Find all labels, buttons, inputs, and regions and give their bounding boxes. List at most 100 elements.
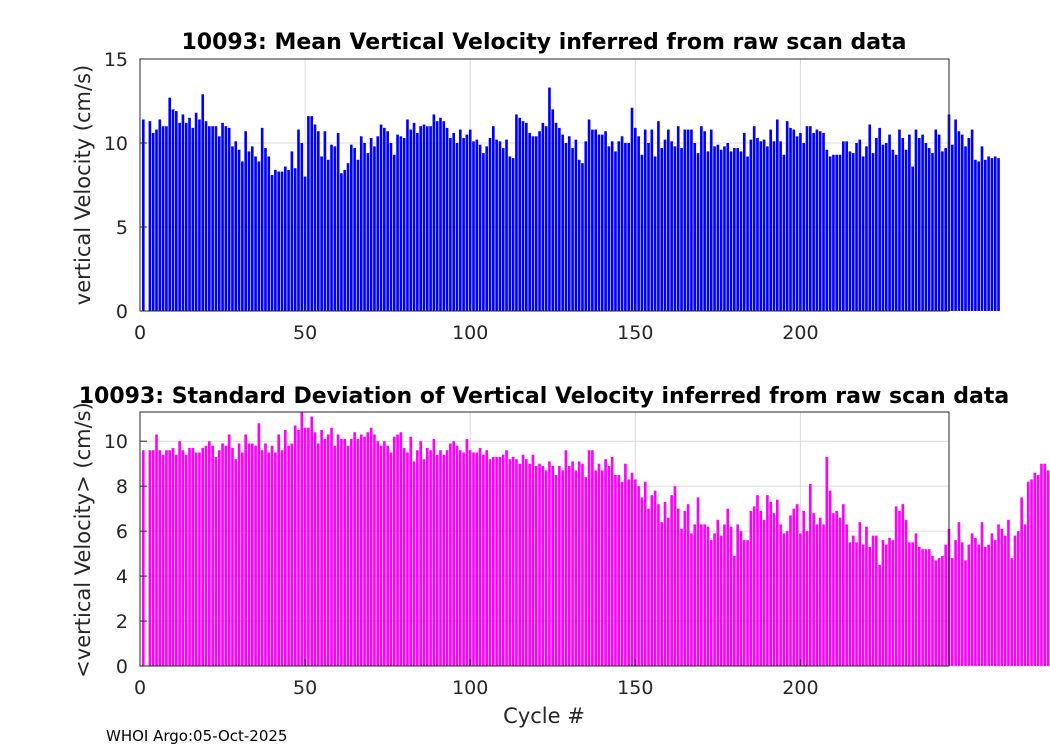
bar xyxy=(984,546,987,666)
bar xyxy=(676,126,680,311)
bar xyxy=(231,447,234,666)
bar-series xyxy=(141,87,1000,312)
bar xyxy=(637,486,640,666)
bar xyxy=(264,148,267,311)
bar xyxy=(1003,535,1007,666)
bar xyxy=(709,129,713,311)
bar xyxy=(987,156,990,311)
bar xyxy=(931,153,934,311)
bar xyxy=(293,168,297,311)
bar xyxy=(1026,481,1030,666)
bar xyxy=(574,139,578,311)
bar xyxy=(161,454,165,666)
bar xyxy=(686,504,690,666)
bar xyxy=(409,129,413,311)
bar xyxy=(531,136,535,311)
bar xyxy=(425,126,429,311)
bar xyxy=(505,450,508,666)
bar xyxy=(700,126,703,311)
x-tick-label: 0 xyxy=(134,677,146,699)
bar xyxy=(894,506,898,666)
bar xyxy=(406,119,409,311)
bar xyxy=(300,143,304,311)
bar xyxy=(1043,463,1047,666)
bar xyxy=(723,524,726,666)
bar xyxy=(587,450,591,666)
bar xyxy=(1010,558,1014,666)
bar xyxy=(733,148,736,311)
bar xyxy=(419,126,422,311)
bar xyxy=(379,445,383,666)
bar xyxy=(475,452,479,666)
bar xyxy=(832,154,835,311)
bar xyxy=(544,126,548,311)
chart-title: 10093: Standard Deviation of Vertical Ve… xyxy=(79,384,1009,409)
bar xyxy=(733,555,736,666)
bar xyxy=(696,153,700,311)
bar xyxy=(558,465,561,666)
bar xyxy=(558,127,561,311)
bar xyxy=(165,450,168,666)
bar xyxy=(871,153,875,311)
bar xyxy=(633,479,637,666)
bar xyxy=(766,495,769,666)
bar xyxy=(280,450,284,666)
bar xyxy=(204,445,208,666)
bar xyxy=(660,522,664,666)
bar xyxy=(528,463,531,666)
bar xyxy=(944,148,948,311)
bar xyxy=(597,134,601,311)
y-tick-label: 0 xyxy=(116,301,128,323)
bar xyxy=(227,434,231,666)
bar xyxy=(614,474,617,666)
bar xyxy=(217,136,221,311)
bar xyxy=(607,146,611,311)
bar xyxy=(736,524,739,666)
bar xyxy=(548,87,551,311)
bar xyxy=(624,463,627,666)
bar xyxy=(726,143,730,311)
bar xyxy=(366,153,370,311)
y-tick-label: 2 xyxy=(116,611,128,633)
bar xyxy=(898,510,901,666)
bar xyxy=(175,111,178,311)
bar xyxy=(330,144,333,311)
bar xyxy=(838,517,842,666)
bar xyxy=(719,149,723,311)
bar xyxy=(244,131,247,311)
bar xyxy=(488,459,492,666)
bar xyxy=(231,146,234,311)
bar xyxy=(779,141,782,311)
bar xyxy=(673,486,677,666)
bar xyxy=(643,129,647,311)
bar xyxy=(848,151,852,311)
bar xyxy=(155,434,158,666)
bar xyxy=(564,143,568,311)
bar xyxy=(653,490,657,666)
bar xyxy=(977,544,981,666)
bar xyxy=(498,141,502,311)
bar xyxy=(429,450,432,666)
bar xyxy=(1033,472,1037,666)
bar xyxy=(482,153,485,311)
bar xyxy=(980,146,984,311)
bar xyxy=(455,445,459,666)
bar xyxy=(620,481,624,666)
bar xyxy=(709,540,713,666)
bar xyxy=(914,129,918,311)
bar xyxy=(756,137,759,311)
bar xyxy=(389,452,393,666)
bar xyxy=(944,544,948,666)
bar xyxy=(957,522,961,666)
bar xyxy=(234,459,238,666)
bar xyxy=(419,441,422,666)
bar xyxy=(561,134,564,311)
x-tick-label: 150 xyxy=(617,677,653,699)
bar xyxy=(445,127,449,311)
bar xyxy=(630,472,634,666)
bar xyxy=(270,445,274,666)
bar xyxy=(416,132,419,311)
bar xyxy=(752,126,756,311)
bar xyxy=(264,443,267,666)
bar xyxy=(485,450,489,666)
